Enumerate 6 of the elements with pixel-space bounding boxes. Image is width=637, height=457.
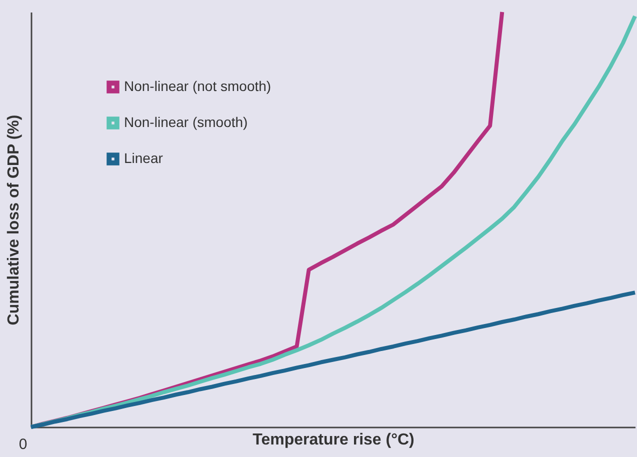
x-axis-title: Temperature rise (°C): [252, 432, 414, 448]
legend-label: Non-linear (not smooth): [124, 78, 272, 94]
text: 0: [18, 436, 28, 453]
legend-label: Non-linear (smooth): [124, 114, 248, 130]
legend-label: Linear: [124, 150, 164, 166]
y-axis-title: Cumulative loss of GDP (%): [6, 114, 22, 326]
